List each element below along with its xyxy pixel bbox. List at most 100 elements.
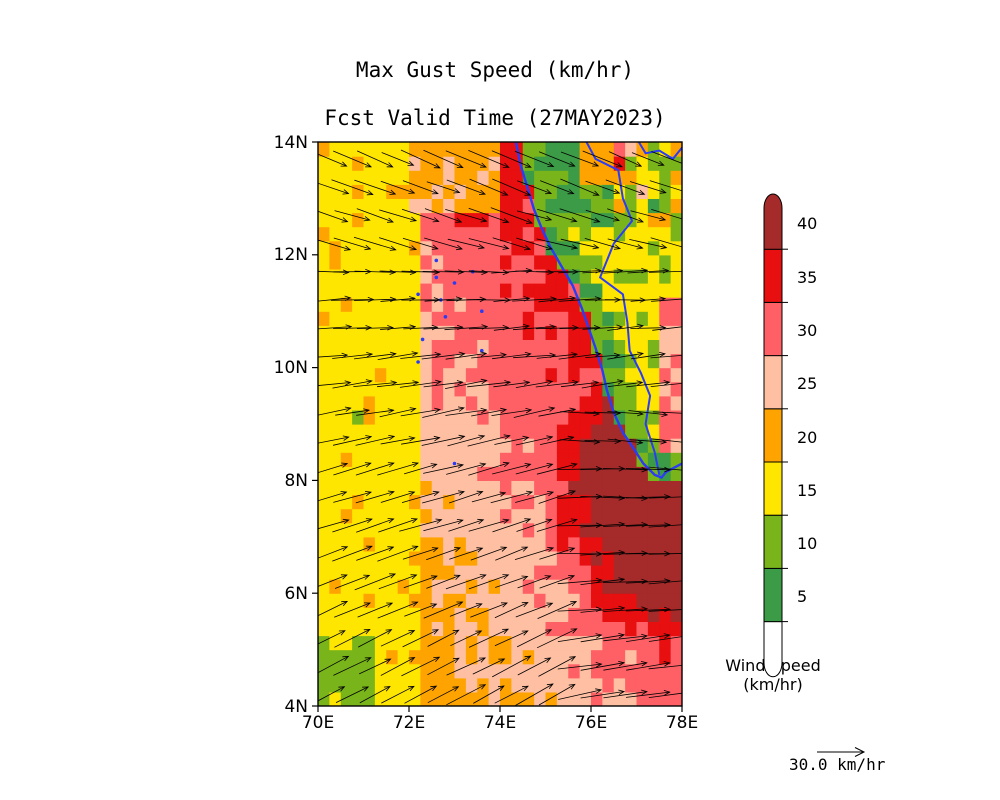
gust-cell bbox=[625, 621, 638, 637]
gust-cell bbox=[420, 268, 433, 284]
gust-cell bbox=[431, 240, 444, 256]
gust-cell bbox=[363, 663, 376, 679]
gust-cell bbox=[374, 170, 387, 185]
gust-cell bbox=[522, 325, 535, 340]
gust-cell bbox=[556, 480, 569, 496]
wind-arrow bbox=[355, 462, 395, 476]
gust-cell bbox=[591, 353, 603, 369]
gust-cell bbox=[670, 621, 682, 637]
gust-cell bbox=[443, 663, 456, 679]
gust-cell bbox=[579, 691, 592, 706]
gust-cell bbox=[534, 579, 547, 594]
gust-cell bbox=[545, 494, 558, 510]
gust-cell bbox=[443, 156, 456, 171]
gust-cell bbox=[409, 508, 421, 524]
gust-cell bbox=[591, 579, 603, 594]
gust-cell bbox=[625, 381, 638, 397]
gust-cell bbox=[420, 395, 433, 411]
gust-cell bbox=[352, 297, 365, 312]
gust-cell bbox=[636, 283, 649, 298]
gust-cell bbox=[397, 325, 410, 340]
gust-cell bbox=[454, 226, 467, 242]
wind-arrow bbox=[651, 151, 682, 164]
gust-cell bbox=[534, 170, 547, 185]
wind-arrow bbox=[356, 546, 395, 561]
wind-arrow bbox=[536, 628, 578, 649]
gust-cell bbox=[374, 621, 387, 637]
gust-cell bbox=[397, 621, 410, 637]
gust-cell bbox=[602, 184, 615, 199]
gust-cell bbox=[522, 381, 535, 397]
wind-arrow bbox=[467, 434, 511, 447]
gust-cell bbox=[579, 452, 592, 467]
gust-cell bbox=[602, 663, 615, 679]
x-tick-label: 72E bbox=[393, 713, 425, 733]
gust-cell bbox=[477, 593, 490, 608]
gust-cell bbox=[613, 142, 626, 157]
gust-cell bbox=[397, 353, 410, 369]
gust-cell bbox=[318, 395, 330, 411]
gust-cell bbox=[568, 395, 581, 411]
gust-cell bbox=[409, 381, 421, 397]
wind-arrow bbox=[493, 380, 531, 388]
wind-arrow bbox=[490, 490, 534, 504]
gust-cell bbox=[534, 494, 547, 510]
gust-cell bbox=[363, 353, 376, 369]
colorbar-segment bbox=[763, 514, 783, 569]
gust-cell bbox=[647, 691, 660, 706]
wind-arrow bbox=[535, 380, 579, 388]
wind-arrow bbox=[470, 602, 508, 618]
gust-cell bbox=[659, 198, 672, 214]
gust-cell bbox=[318, 254, 330, 270]
gust-cell bbox=[374, 268, 387, 284]
gust-cell bbox=[670, 691, 682, 706]
gust-cell bbox=[363, 367, 376, 383]
gust-cell bbox=[386, 339, 399, 355]
gust-cell bbox=[579, 579, 592, 594]
gust-cell bbox=[647, 536, 660, 552]
gust-cell bbox=[454, 480, 467, 496]
gust-cell bbox=[374, 663, 387, 679]
gust-cell bbox=[625, 395, 638, 411]
colorbar-level-label: 30 bbox=[797, 321, 817, 340]
gust-cell bbox=[397, 283, 410, 298]
gust-cell bbox=[556, 184, 569, 199]
gust-cell bbox=[511, 395, 524, 411]
gust-cell bbox=[431, 663, 444, 679]
wind-arrow bbox=[580, 689, 626, 699]
gust-cell bbox=[465, 240, 478, 256]
gust-cell bbox=[340, 142, 353, 157]
gust-cell bbox=[602, 198, 615, 214]
gust-cell bbox=[579, 226, 592, 242]
wind-arrow bbox=[399, 379, 442, 388]
gust-cell bbox=[659, 353, 672, 369]
gust-cell bbox=[568, 367, 581, 383]
gust-cell bbox=[352, 635, 365, 651]
gust-cell bbox=[602, 480, 615, 496]
gust-cell bbox=[591, 480, 603, 496]
gust-cell bbox=[431, 212, 444, 228]
gust-cell bbox=[511, 353, 524, 369]
gust-cell bbox=[409, 565, 421, 580]
wind-arrow bbox=[318, 239, 352, 251]
wind-arrow bbox=[626, 633, 671, 642]
gust-cell bbox=[647, 283, 660, 298]
gust-cell bbox=[352, 480, 365, 496]
gust-cell bbox=[636, 156, 649, 171]
wind-arrow bbox=[467, 380, 512, 388]
gust-cell bbox=[647, 452, 660, 467]
wind-arrow bbox=[445, 378, 488, 389]
gust-cell bbox=[556, 339, 569, 355]
gust-cell bbox=[636, 522, 649, 538]
wind-arrow bbox=[516, 629, 553, 648]
gust-cell bbox=[522, 691, 535, 706]
gust-cell bbox=[431, 565, 444, 580]
gust-cell bbox=[431, 508, 444, 524]
gust-cell bbox=[625, 254, 638, 270]
gust-cell bbox=[488, 452, 501, 467]
gust-cell bbox=[488, 170, 501, 185]
gust-cell bbox=[443, 367, 456, 383]
gust-cell bbox=[397, 691, 410, 706]
wind-arrow bbox=[603, 633, 649, 642]
